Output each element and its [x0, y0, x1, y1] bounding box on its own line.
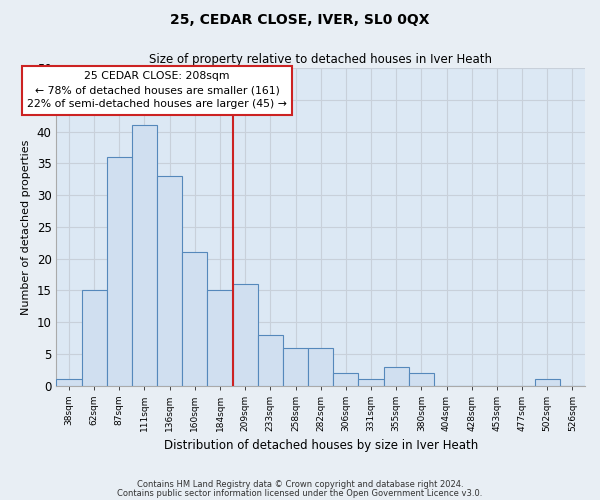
- Bar: [82, 290, 107, 386]
- Bar: [132, 125, 157, 386]
- Text: 25, CEDAR CLOSE, IVER, SL0 0QX: 25, CEDAR CLOSE, IVER, SL0 0QX: [170, 12, 430, 26]
- Text: Contains public sector information licensed under the Open Government Licence v3: Contains public sector information licen…: [118, 488, 482, 498]
- Bar: [56, 380, 82, 386]
- Bar: [333, 373, 358, 386]
- Bar: [107, 157, 132, 386]
- Bar: [383, 366, 409, 386]
- Bar: [535, 380, 560, 386]
- Bar: [233, 284, 258, 386]
- Bar: [283, 348, 308, 386]
- Title: Size of property relative to detached houses in Iver Heath: Size of property relative to detached ho…: [149, 52, 492, 66]
- Bar: [208, 290, 233, 386]
- Bar: [182, 252, 208, 386]
- Bar: [258, 335, 283, 386]
- Bar: [157, 176, 182, 386]
- Text: 25 CEDAR CLOSE: 208sqm
← 78% of detached houses are smaller (161)
22% of semi-de: 25 CEDAR CLOSE: 208sqm ← 78% of detached…: [27, 71, 287, 109]
- X-axis label: Distribution of detached houses by size in Iver Heath: Distribution of detached houses by size …: [164, 440, 478, 452]
- Y-axis label: Number of detached properties: Number of detached properties: [21, 139, 31, 314]
- Bar: [308, 348, 333, 386]
- Bar: [358, 380, 383, 386]
- Text: Contains HM Land Registry data © Crown copyright and database right 2024.: Contains HM Land Registry data © Crown c…: [137, 480, 463, 489]
- Bar: [409, 373, 434, 386]
